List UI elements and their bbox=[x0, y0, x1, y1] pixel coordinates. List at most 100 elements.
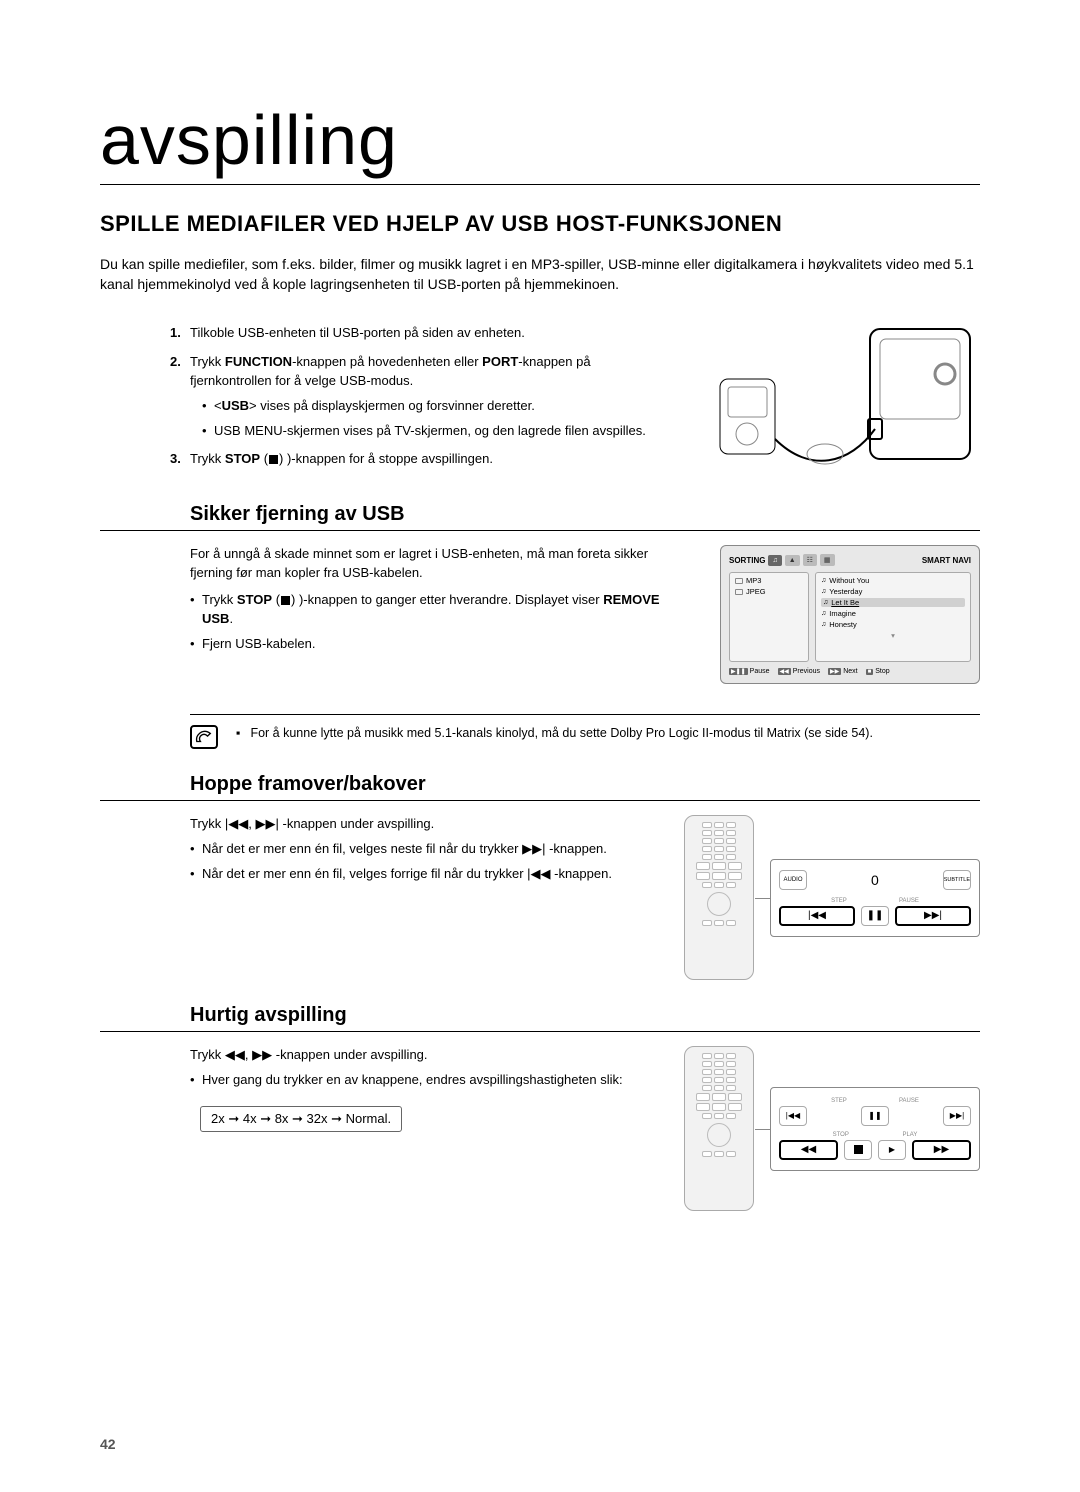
music-note-icon: ♫ bbox=[821, 588, 826, 595]
step-text: Trykk STOP () )-knappen for å stoppe avs… bbox=[190, 451, 493, 466]
rewind-icon: ◀◀ bbox=[801, 1144, 816, 1155]
music-note-icon: ♫ bbox=[821, 577, 826, 584]
legend-label: Next bbox=[843, 668, 857, 675]
stop-icon bbox=[269, 455, 278, 464]
pause-icon: ❚❚ bbox=[867, 910, 884, 921]
track-row-selected: ♫Let It Be bbox=[821, 598, 965, 607]
music-note-icon: ♫ bbox=[823, 599, 828, 606]
note-box: ▪ For å kunne lytte på musikk med 5.1-ka… bbox=[190, 714, 980, 749]
subtitle-button: SUBTITLE bbox=[943, 870, 971, 890]
skip-heading: Hoppe framover/bakover bbox=[100, 773, 980, 801]
folder-row: JPEG bbox=[735, 587, 803, 596]
skip-fwd-button: ▶▶| bbox=[895, 906, 971, 926]
skip-fwd-icon: ▶▶| bbox=[924, 910, 942, 921]
skip-back-icon: |◀◀ bbox=[225, 816, 248, 831]
text-fragment: -knappen under avspilling. bbox=[272, 1047, 427, 1062]
remote-control-icon bbox=[684, 1046, 754, 1211]
text-fragment: Trykk bbox=[190, 816, 225, 831]
usb-step-2: 2. Trykk FUNCTION-knappen på hovedenhete… bbox=[190, 353, 670, 440]
skip-fwd-icon: ▶▶| bbox=[256, 816, 279, 831]
fast-forward-icon: ▶▶ bbox=[934, 1144, 949, 1155]
pause-label: PAUSE bbox=[899, 1098, 919, 1104]
track-more-indicator: ▾ bbox=[821, 631, 965, 640]
rewind-icon: ◀◀ bbox=[225, 1047, 245, 1062]
remote-callout: AUDIO 0 SUBTITLE STEP PAUSE |◀◀ ❚❚ ▶▶| bbox=[770, 859, 980, 937]
sort-tab-icon: ▲ bbox=[785, 555, 800, 566]
step-text: Trykk FUNCTION-knappen på hovedenheten e… bbox=[190, 354, 591, 388]
legend-label: Previous bbox=[793, 668, 820, 675]
text-fragment: Trykk bbox=[190, 451, 225, 466]
page-number: 42 bbox=[100, 1436, 116, 1452]
track-label: Imagine bbox=[829, 609, 856, 618]
stop-button bbox=[844, 1140, 872, 1160]
text-fragment: Når det er mer enn én fil, velges forrig… bbox=[202, 866, 527, 881]
folder-label: JPEG bbox=[746, 587, 766, 596]
step-number: 3. bbox=[170, 450, 181, 469]
usb-menu-panel: SORTING ♫ ▲ ☷ ▦ SMART NAVI MP3 JPEG ♫Wit… bbox=[720, 545, 980, 684]
skip-back-button: |◀◀ bbox=[779, 1106, 807, 1126]
usb-folder-list: MP3 JPEG bbox=[729, 572, 809, 662]
folder-icon bbox=[735, 578, 743, 584]
usb-steps-list: 1. Tilkoble USB-enheten til USB-porten p… bbox=[100, 324, 670, 469]
pause-label: PAUSE bbox=[899, 898, 919, 904]
pause-button: ❚❚ bbox=[861, 1106, 889, 1126]
remote-illustration: AUDIO 0 SUBTITLE STEP PAUSE |◀◀ ❚❚ ▶▶| bbox=[684, 815, 980, 980]
legend-item: ▶❚❚Pause bbox=[729, 668, 770, 675]
note-icon bbox=[190, 725, 218, 749]
skip-fwd-icon: ▶▶| bbox=[950, 1111, 964, 1120]
fast-bullet-1: Hver gang du trykker en av knappene, end… bbox=[190, 1071, 654, 1090]
sort-tab-icon: ♫ bbox=[768, 555, 781, 566]
text-fragment: Trykk bbox=[190, 1047, 225, 1062]
usb-step-3: 3. Trykk STOP () )-knappen for å stoppe … bbox=[190, 450, 670, 469]
folder-icon bbox=[735, 589, 743, 595]
usb-section-heading: SPILLE MEDIAFILER VED HJELP AV USB HOST-… bbox=[100, 211, 980, 237]
music-note-icon: ♫ bbox=[821, 610, 826, 617]
usb-step-1: 1. Tilkoble USB-enheten til USB-porten p… bbox=[190, 324, 670, 343]
usb-panel-legend: ▶❚❚Pause ◀◀Previous ▶▶Next ■Stop bbox=[729, 668, 971, 675]
text-fragment: -knappen. bbox=[551, 866, 612, 881]
legend-item: ◀◀Previous bbox=[778, 668, 820, 675]
speed-sequence: 2x ➞ 4x ➞ 8x ➞ 32x ➞ Normal. bbox=[200, 1106, 402, 1132]
step-number: 2. bbox=[170, 353, 181, 372]
text-fragment: -knappen på hovedenheten eller bbox=[292, 354, 482, 369]
text-fragment: . bbox=[229, 611, 233, 626]
safe-remove-heading: Sikker fjerning av USB bbox=[100, 503, 980, 531]
text-fragment: ( bbox=[272, 592, 280, 607]
legend-item: ■Stop bbox=[866, 668, 890, 675]
bold-term: FUNCTION bbox=[225, 354, 292, 369]
heading-text: Sikker fjerning av USB bbox=[100, 503, 405, 526]
usb-section-intro: Du kan spille mediefiler, som f.eks. bil… bbox=[100, 255, 980, 294]
text-fragment: ( bbox=[260, 451, 268, 466]
text-fragment: Trykk bbox=[202, 592, 237, 607]
rewind-button: ◀◀ bbox=[779, 1140, 838, 1160]
track-row: ♫Honesty bbox=[821, 620, 965, 629]
legend-item: ▶▶Next bbox=[828, 668, 858, 675]
track-label: Honesty bbox=[829, 620, 857, 629]
step-label: STEP bbox=[831, 898, 847, 904]
skip-line1: Trykk |◀◀, ▶▶| -knappen under avspilling… bbox=[100, 815, 654, 834]
sub-bullet: <USB> vises på displayskjermen og forsvi… bbox=[202, 397, 670, 416]
sort-tab-icon: ▦ bbox=[820, 554, 835, 566]
text-fragment: -knappen. bbox=[545, 841, 606, 856]
usb-track-list: ♫Without You ♫Yesterday ♫Let It Be ♫Imag… bbox=[815, 572, 971, 662]
track-row: ♫Without You bbox=[821, 576, 965, 585]
skip-fwd-icon: ▶▶| bbox=[522, 841, 545, 856]
text-fragment: , bbox=[248, 816, 255, 831]
skip-bullet-1: Når det er mer enn én fil, velges neste … bbox=[190, 840, 654, 859]
fast-forward-icon: ▶▶ bbox=[252, 1047, 272, 1062]
bold-term: USB bbox=[222, 398, 249, 413]
play-label: PLAY bbox=[902, 1132, 917, 1138]
page-title: avspilling bbox=[100, 100, 980, 185]
heading-text: Hurtig avspilling bbox=[100, 1004, 347, 1027]
pause-icon: ❚❚ bbox=[868, 1111, 881, 1120]
pause-button: ❚❚ bbox=[861, 906, 889, 926]
track-label: Without You bbox=[829, 576, 869, 585]
device-illustration bbox=[700, 324, 980, 474]
legend-label: Pause bbox=[750, 668, 770, 675]
safe-remove-bullet-2: Fjern USB-kabelen. bbox=[190, 635, 690, 654]
fast-line1: Trykk ◀◀, ▶▶ -knappen under avspilling. bbox=[100, 1046, 654, 1065]
note-text: For å kunne lytte på musikk med 5.1-kana… bbox=[250, 725, 873, 749]
audio-button: AUDIO bbox=[779, 870, 807, 890]
text-fragment: Når det er mer enn én fil, velges neste … bbox=[202, 841, 522, 856]
track-label: Let It Be bbox=[831, 598, 859, 607]
